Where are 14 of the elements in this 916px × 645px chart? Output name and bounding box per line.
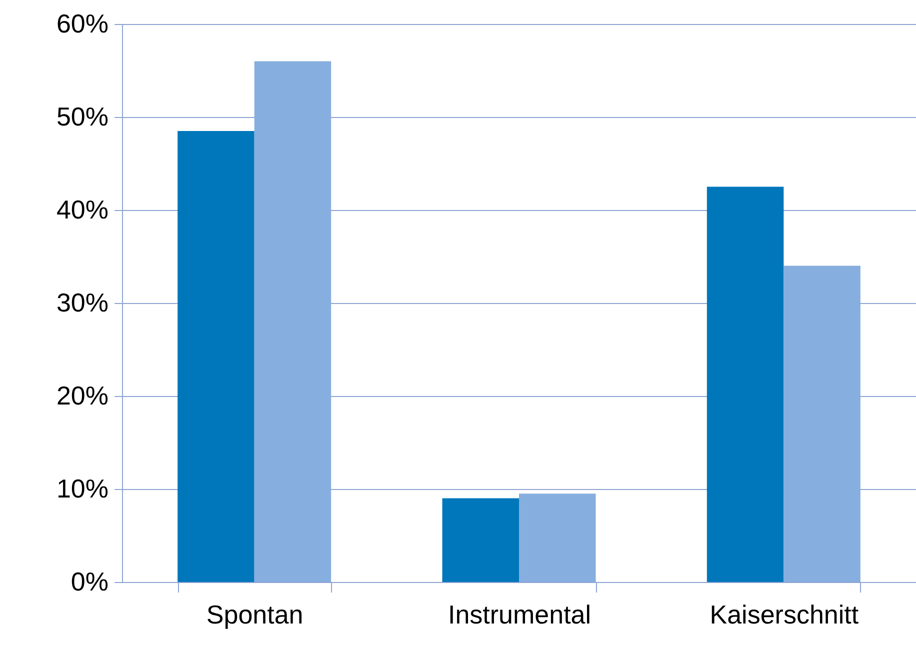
bar: [706, 186, 784, 582]
y-tick-label: 50%: [56, 102, 108, 132]
y-tick-label: 30%: [56, 288, 108, 318]
bar: [519, 494, 596, 582]
y-tick-label: 40%: [56, 194, 108, 224]
y-tick-label: 60%: [56, 8, 108, 38]
bar: [442, 498, 519, 582]
bar: [178, 130, 254, 582]
y-tick-label: 20%: [56, 380, 108, 410]
y-tick-label: 0%: [70, 566, 108, 596]
x-tick-label: Spontan: [206, 600, 304, 630]
x-tick-label: Kaiserschnitt: [710, 600, 860, 630]
y-tick-label: 10%: [56, 474, 108, 504]
x-tick-label: Instrumental: [448, 600, 592, 630]
